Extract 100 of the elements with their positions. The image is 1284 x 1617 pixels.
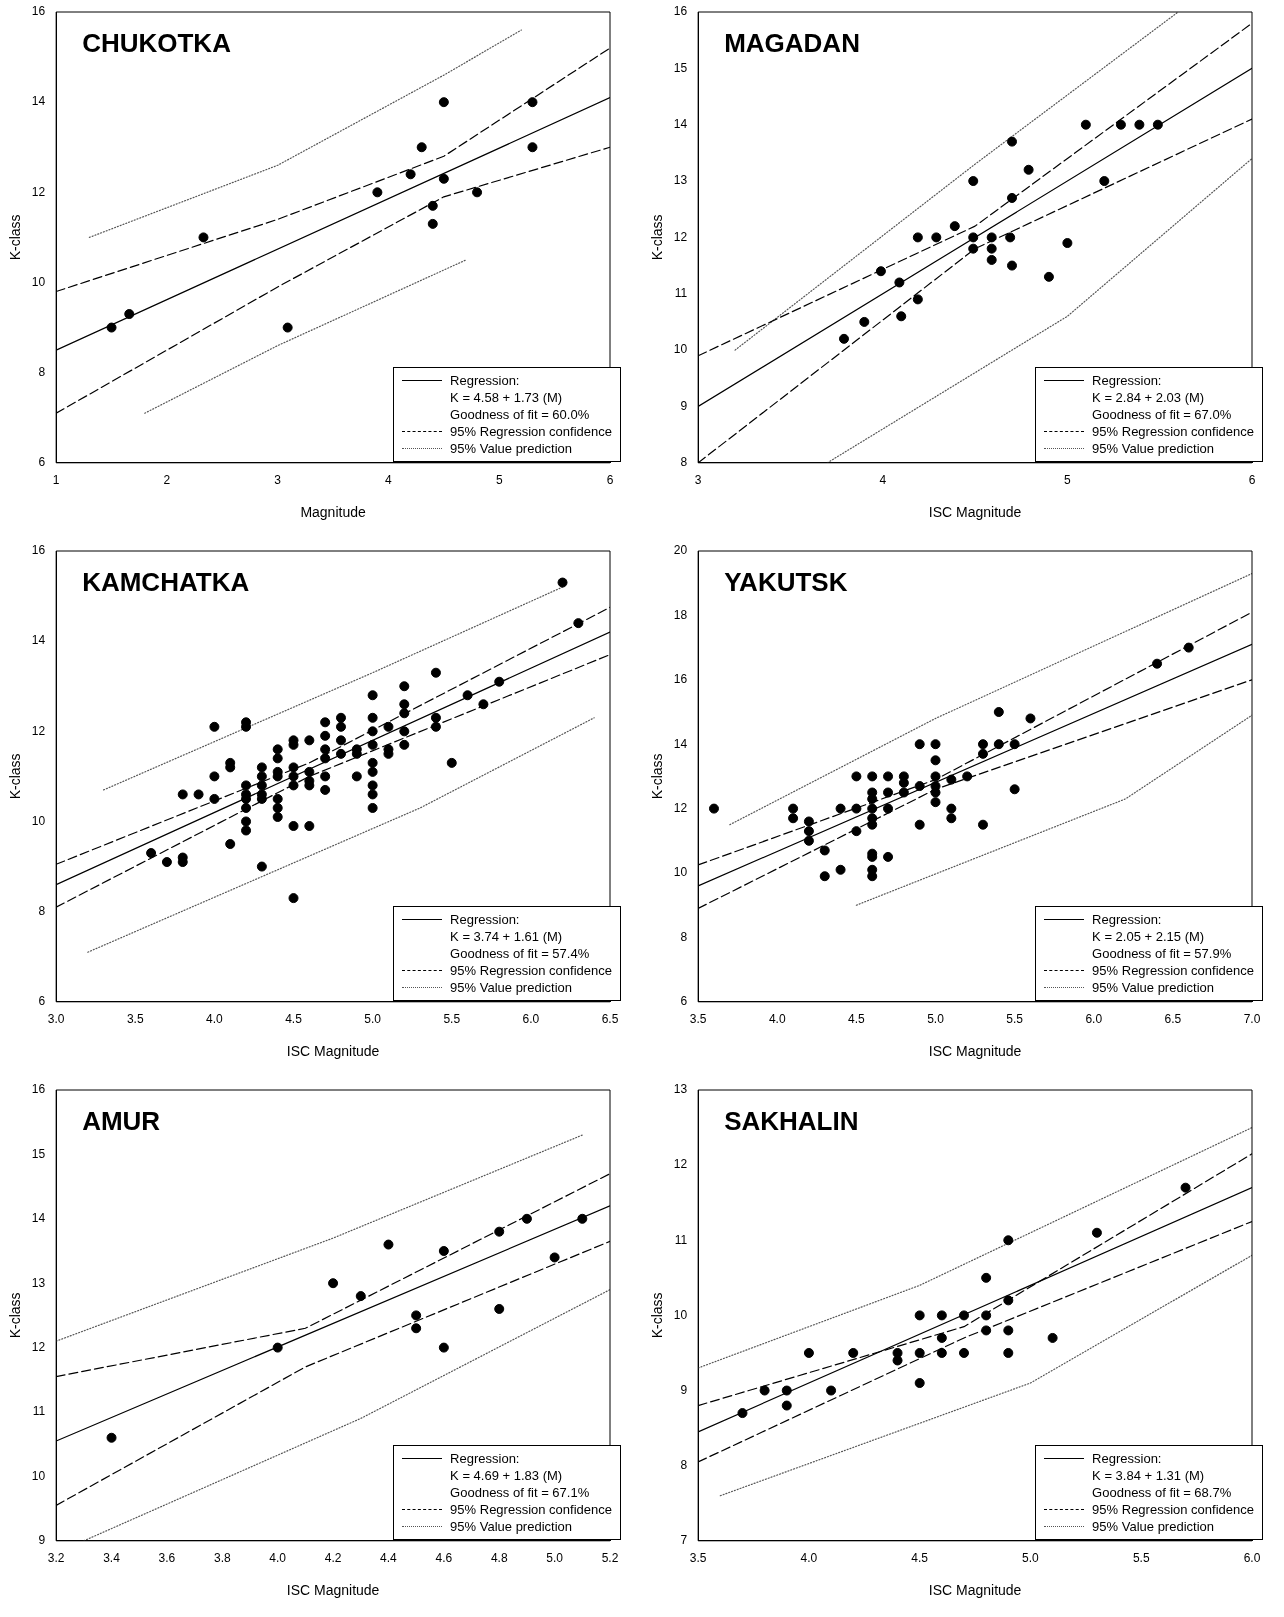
y-axis-title: K-class (7, 214, 24, 261)
y-tick-label: 11 (674, 286, 688, 301)
x-tick-label: 5.0 (546, 1551, 564, 1566)
y-tick-label: 12 (673, 800, 688, 815)
y-tick-label: 9 (38, 1533, 46, 1548)
y-tick-label: 9 (680, 1382, 688, 1397)
y-tick-label: 16 (31, 1082, 46, 1097)
x-tick-label: 3.2 (47, 1551, 65, 1566)
x-tick-label: 5 (495, 473, 503, 488)
annotation: K = 2.05 + 2.15 (M) (1091, 927, 1206, 945)
legend-label: 95% Regression confidence (1092, 961, 1254, 979)
annotation: K = 3.74 + 1.61 (M) (449, 927, 564, 945)
y-tick-label: 10 (673, 1307, 688, 1322)
y-tick-label: 6 (680, 994, 688, 1009)
y-tick-label: 6 (38, 994, 46, 1009)
y-tick-label: 18 (673, 607, 688, 622)
x-axis-title: ISC Magnitude (928, 504, 1022, 521)
y-tick-label: 10 (673, 865, 688, 880)
x-tick-label: 5.0 (364, 1012, 382, 1027)
y-tick-label: 11 (674, 1232, 688, 1247)
y-tick-label: 12 (673, 1157, 688, 1172)
y-tick-label: 14 (31, 633, 46, 648)
legend-label: 95% Value prediction (450, 439, 573, 457)
x-tick-label: 4.2 (324, 1551, 342, 1566)
x-tick-label: 4.8 (490, 1551, 508, 1566)
x-tick-label: 6.0 (1243, 1551, 1261, 1566)
y-tick-label: 10 (31, 813, 46, 828)
legend-label: 95% Regression confidence (450, 961, 612, 979)
y-tick-label: 6 (38, 455, 46, 470)
y-axis-title: K-class (7, 753, 24, 800)
text: KAMCHATKA (82, 567, 250, 598)
legend-label: 95% Value prediction (450, 1517, 573, 1535)
x-tick-label: 4.6 (435, 1551, 453, 1566)
y-tick-label: 12 (31, 184, 46, 199)
x-tick-label: 3.0 (47, 1012, 65, 1027)
legend-label: 95% Regression confidence (1092, 1500, 1254, 1518)
x-tick-label: 3.6 (158, 1551, 176, 1566)
x-tick-label: 6 (606, 473, 614, 488)
annotation: Goodness of fit = 67.0% (1091, 405, 1233, 423)
x-tick-label: 1 (52, 473, 60, 488)
annotation: Goodness of fit = 57.9% (1091, 944, 1233, 962)
x-axis-title: ISC Magnitude (928, 1043, 1022, 1060)
legend-label: Regression: (450, 1449, 520, 1467)
x-tick-label: 3.8 (213, 1551, 231, 1566)
legend-label: 95% Value prediction (1092, 978, 1215, 996)
y-tick-label: 8 (680, 1457, 688, 1472)
y-tick-label: 11 (32, 1404, 46, 1419)
y-tick-label: 10 (31, 1468, 46, 1483)
x-tick-label: 5.5 (1006, 1012, 1024, 1027)
y-tick-label: 14 (673, 736, 688, 751)
x-tick-label: 5.0 (1022, 1551, 1040, 1566)
legend-label: Regression: (1092, 910, 1162, 928)
x-tick-label: 7.0 (1243, 1012, 1261, 1027)
y-tick-label: 16 (31, 4, 46, 19)
x-tick-label: 6.0 (522, 1012, 540, 1027)
legend-label: 95% Regression confidence (1092, 422, 1254, 440)
y-axis-title: K-class (649, 214, 666, 261)
x-tick-label: 3.5 (126, 1012, 144, 1027)
y-tick-label: 14 (673, 117, 688, 132)
x-axis-title: ISC Magnitude (928, 1582, 1022, 1599)
y-axis-title: K-class (649, 1292, 666, 1339)
y-tick-label: 13 (673, 1082, 688, 1097)
legend-label: 95% Regression confidence (450, 1500, 612, 1518)
x-tick-label: 5.2 (601, 1551, 619, 1566)
x-tick-label: 4 (879, 473, 887, 488)
legend-label: Regression: (1092, 371, 1162, 389)
y-tick-label: 16 (673, 672, 688, 687)
text: MAGADAN (724, 28, 860, 59)
text: CHUKOTKA (82, 28, 232, 59)
y-tick-label: 12 (31, 1339, 46, 1354)
annotation: K = 4.69 + 1.83 (M) (449, 1466, 564, 1484)
x-tick-label: 4 (385, 473, 393, 488)
y-tick-label: 12 (31, 723, 46, 738)
annotation: K = 3.84 + 1.31 (M) (1091, 1466, 1206, 1484)
annotation: Goodness of fit = 67.1% (449, 1483, 591, 1501)
x-tick-label: 3.4 (103, 1551, 121, 1566)
x-tick-label: 4.5 (848, 1012, 866, 1027)
x-tick-label: 4.0 (206, 1012, 224, 1027)
legend-label: 95% Value prediction (1092, 439, 1215, 457)
x-tick-label: 6.5 (601, 1012, 619, 1027)
x-tick-label: 6.0 (1085, 1012, 1103, 1027)
annotation: K = 2.84 + 2.03 (M) (1091, 388, 1206, 406)
text: YAKUTSK (724, 567, 848, 598)
x-tick-label: 4.0 (800, 1551, 818, 1566)
x-tick-label: 5 (1064, 473, 1072, 488)
x-tick-label: 3 (694, 473, 702, 488)
y-tick-label: 16 (673, 4, 688, 19)
x-tick-label: 4.0 (269, 1551, 287, 1566)
y-tick-label: 13 (673, 173, 688, 188)
annotation: Goodness of fit = 57.4% (449, 944, 591, 962)
x-tick-label: 4.5 (911, 1551, 929, 1566)
y-axis-title: K-class (649, 753, 666, 800)
y-tick-label: 13 (31, 1275, 46, 1290)
y-tick-label: 8 (38, 903, 46, 918)
y-tick-label: 16 (31, 543, 46, 558)
x-tick-label: 6.5 (1164, 1012, 1182, 1027)
x-tick-label: 5.0 (927, 1012, 945, 1027)
legend-label: Regression: (450, 371, 520, 389)
annotation: Goodness of fit = 68.7% (1091, 1483, 1233, 1501)
x-tick-label: 2 (163, 473, 171, 488)
